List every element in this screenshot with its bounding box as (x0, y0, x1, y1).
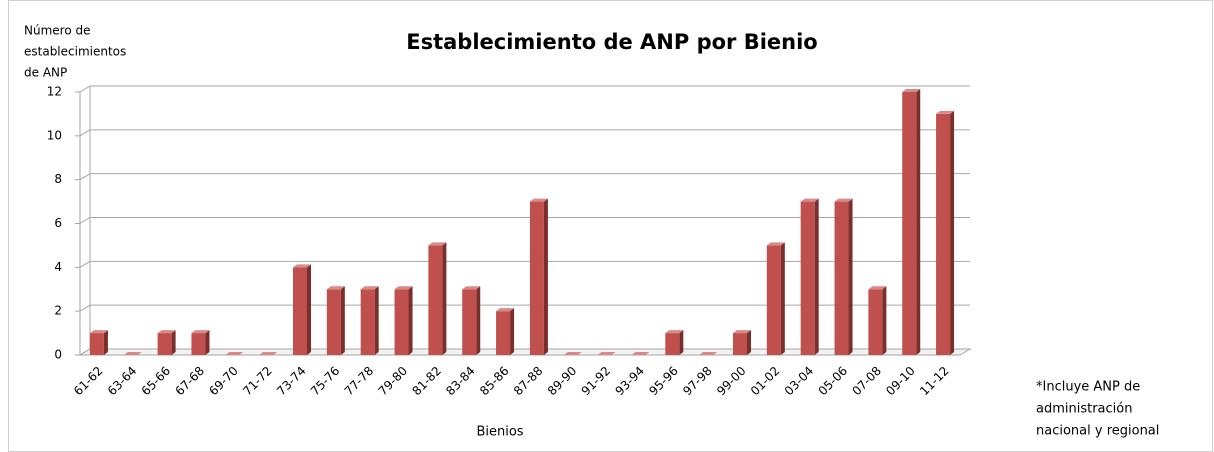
bar-top (326, 286, 345, 290)
note: *Incluye ANP de (1036, 380, 1140, 395)
bar-side (510, 308, 515, 355)
bar (326, 289, 341, 355)
chart-title: Establecimiento de ANP por Bienio (406, 30, 818, 54)
x-axis-label: Bienios (476, 425, 523, 440)
y-axis-label: Número de (24, 24, 90, 38)
bar-top (597, 352, 616, 355)
y-tick-label: 4 (54, 260, 62, 274)
bar-side (205, 330, 210, 355)
y-tick-label: 12 (47, 85, 62, 99)
bar-top (665, 330, 684, 334)
bar (496, 311, 511, 355)
bar-side (814, 198, 819, 355)
bar-side (340, 286, 345, 355)
bar-top (563, 352, 582, 355)
bar (360, 289, 375, 355)
bar-top (157, 330, 176, 334)
bar-top (123, 352, 142, 355)
bar (462, 289, 477, 355)
bar-side (408, 286, 413, 355)
bar-side (171, 330, 176, 355)
bar-side (848, 198, 853, 355)
y-tick-label: 2 (54, 304, 62, 318)
bar-side (679, 330, 684, 355)
chart-frame (8, 0, 1213, 452)
bar-side (950, 110, 955, 356)
bar (89, 333, 104, 355)
bar-top (462, 286, 481, 290)
bar-top (360, 286, 379, 290)
bar (394, 289, 409, 355)
bar-top (766, 242, 785, 246)
bar-top (834, 198, 853, 202)
bar-top (293, 264, 311, 268)
bar-top (259, 352, 278, 355)
bar (157, 333, 172, 355)
bar (902, 92, 917, 355)
bar-side (442, 242, 447, 355)
y-tick-label: 8 (54, 172, 62, 186)
y-tick-label: 10 (47, 128, 62, 142)
y-axis-label: de ANP (24, 66, 67, 80)
bar-side (747, 330, 751, 355)
bar (529, 201, 544, 355)
bar-top (800, 198, 819, 202)
bar-top (529, 198, 548, 202)
bar-side (543, 198, 548, 355)
bar-side (780, 242, 785, 355)
bar-top (868, 286, 887, 290)
bar-side (916, 89, 921, 355)
bar-top (936, 110, 955, 114)
bar (868, 289, 883, 355)
grid-line-side (79, 217, 91, 224)
bar (665, 333, 680, 355)
note: nacional y regional (1036, 424, 1159, 439)
bar (428, 245, 443, 355)
bar-top (191, 330, 210, 334)
bar-top (428, 242, 447, 246)
y-axis-label: establecimientos (24, 45, 126, 59)
bar (834, 201, 849, 355)
bar-side (882, 286, 887, 355)
grid-line-side (79, 173, 91, 181)
bar-top (394, 286, 413, 290)
bar-top (631, 352, 650, 355)
grid-line-side (79, 348, 91, 356)
bar (191, 333, 206, 355)
note: administración (1036, 402, 1132, 417)
grid-line-side (79, 260, 91, 268)
y-tick-label: 6 (54, 216, 62, 230)
bar-side (374, 286, 379, 355)
bar-top (733, 330, 751, 334)
bar (936, 113, 951, 356)
grid-line-side (79, 129, 91, 137)
bar-top (902, 89, 921, 92)
grid-line-side (79, 85, 91, 93)
y-tick-label: 0 (54, 348, 62, 362)
bar-top (89, 330, 108, 334)
bar-side (103, 330, 108, 355)
bar-top (699, 352, 718, 355)
bar (293, 267, 307, 355)
bar (800, 201, 815, 355)
bar (766, 245, 781, 355)
bar (733, 333, 747, 355)
bar-side (476, 286, 481, 355)
bar-side (307, 264, 311, 355)
grid-line-side (79, 304, 91, 312)
bar-top (496, 308, 515, 312)
bar-top (225, 352, 244, 355)
